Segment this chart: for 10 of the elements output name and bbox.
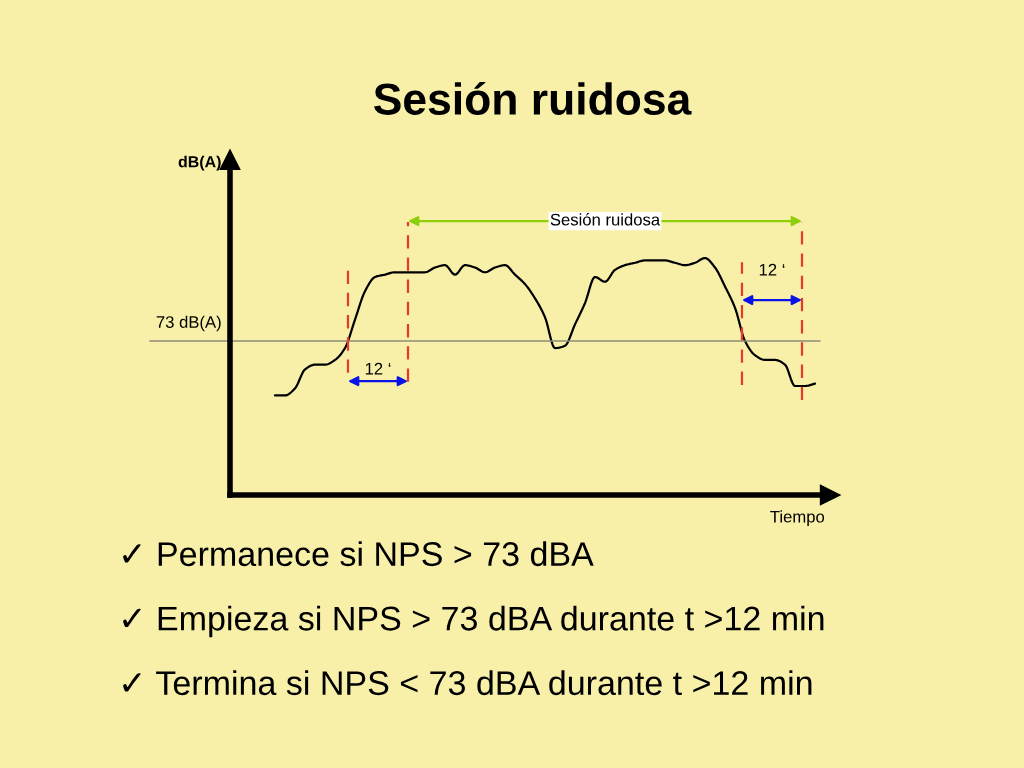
text: ✓ Empieza si NPS > 73 dBA durante t >12 min <box>123 605 824 638</box>
text: dB(A) <box>178 155 221 171</box>
chart-title: Sesión ruidosa <box>373 81 692 115</box>
annotation: 12 ‘ <box>365 362 391 375</box>
text: ✓ Permanece si NPS > 73 dBA <box>123 541 594 567</box>
ref-line-label: 73 dB(A) <box>156 315 221 332</box>
text: Sesión ruidosa <box>550 213 661 226</box>
annotation: 12 ‘ <box>759 263 785 276</box>
text: ✓ Termina si NPS < 73 dBA durante t >12 min <box>123 670 812 696</box>
x-axis-title: Tiempo <box>770 510 825 526</box>
